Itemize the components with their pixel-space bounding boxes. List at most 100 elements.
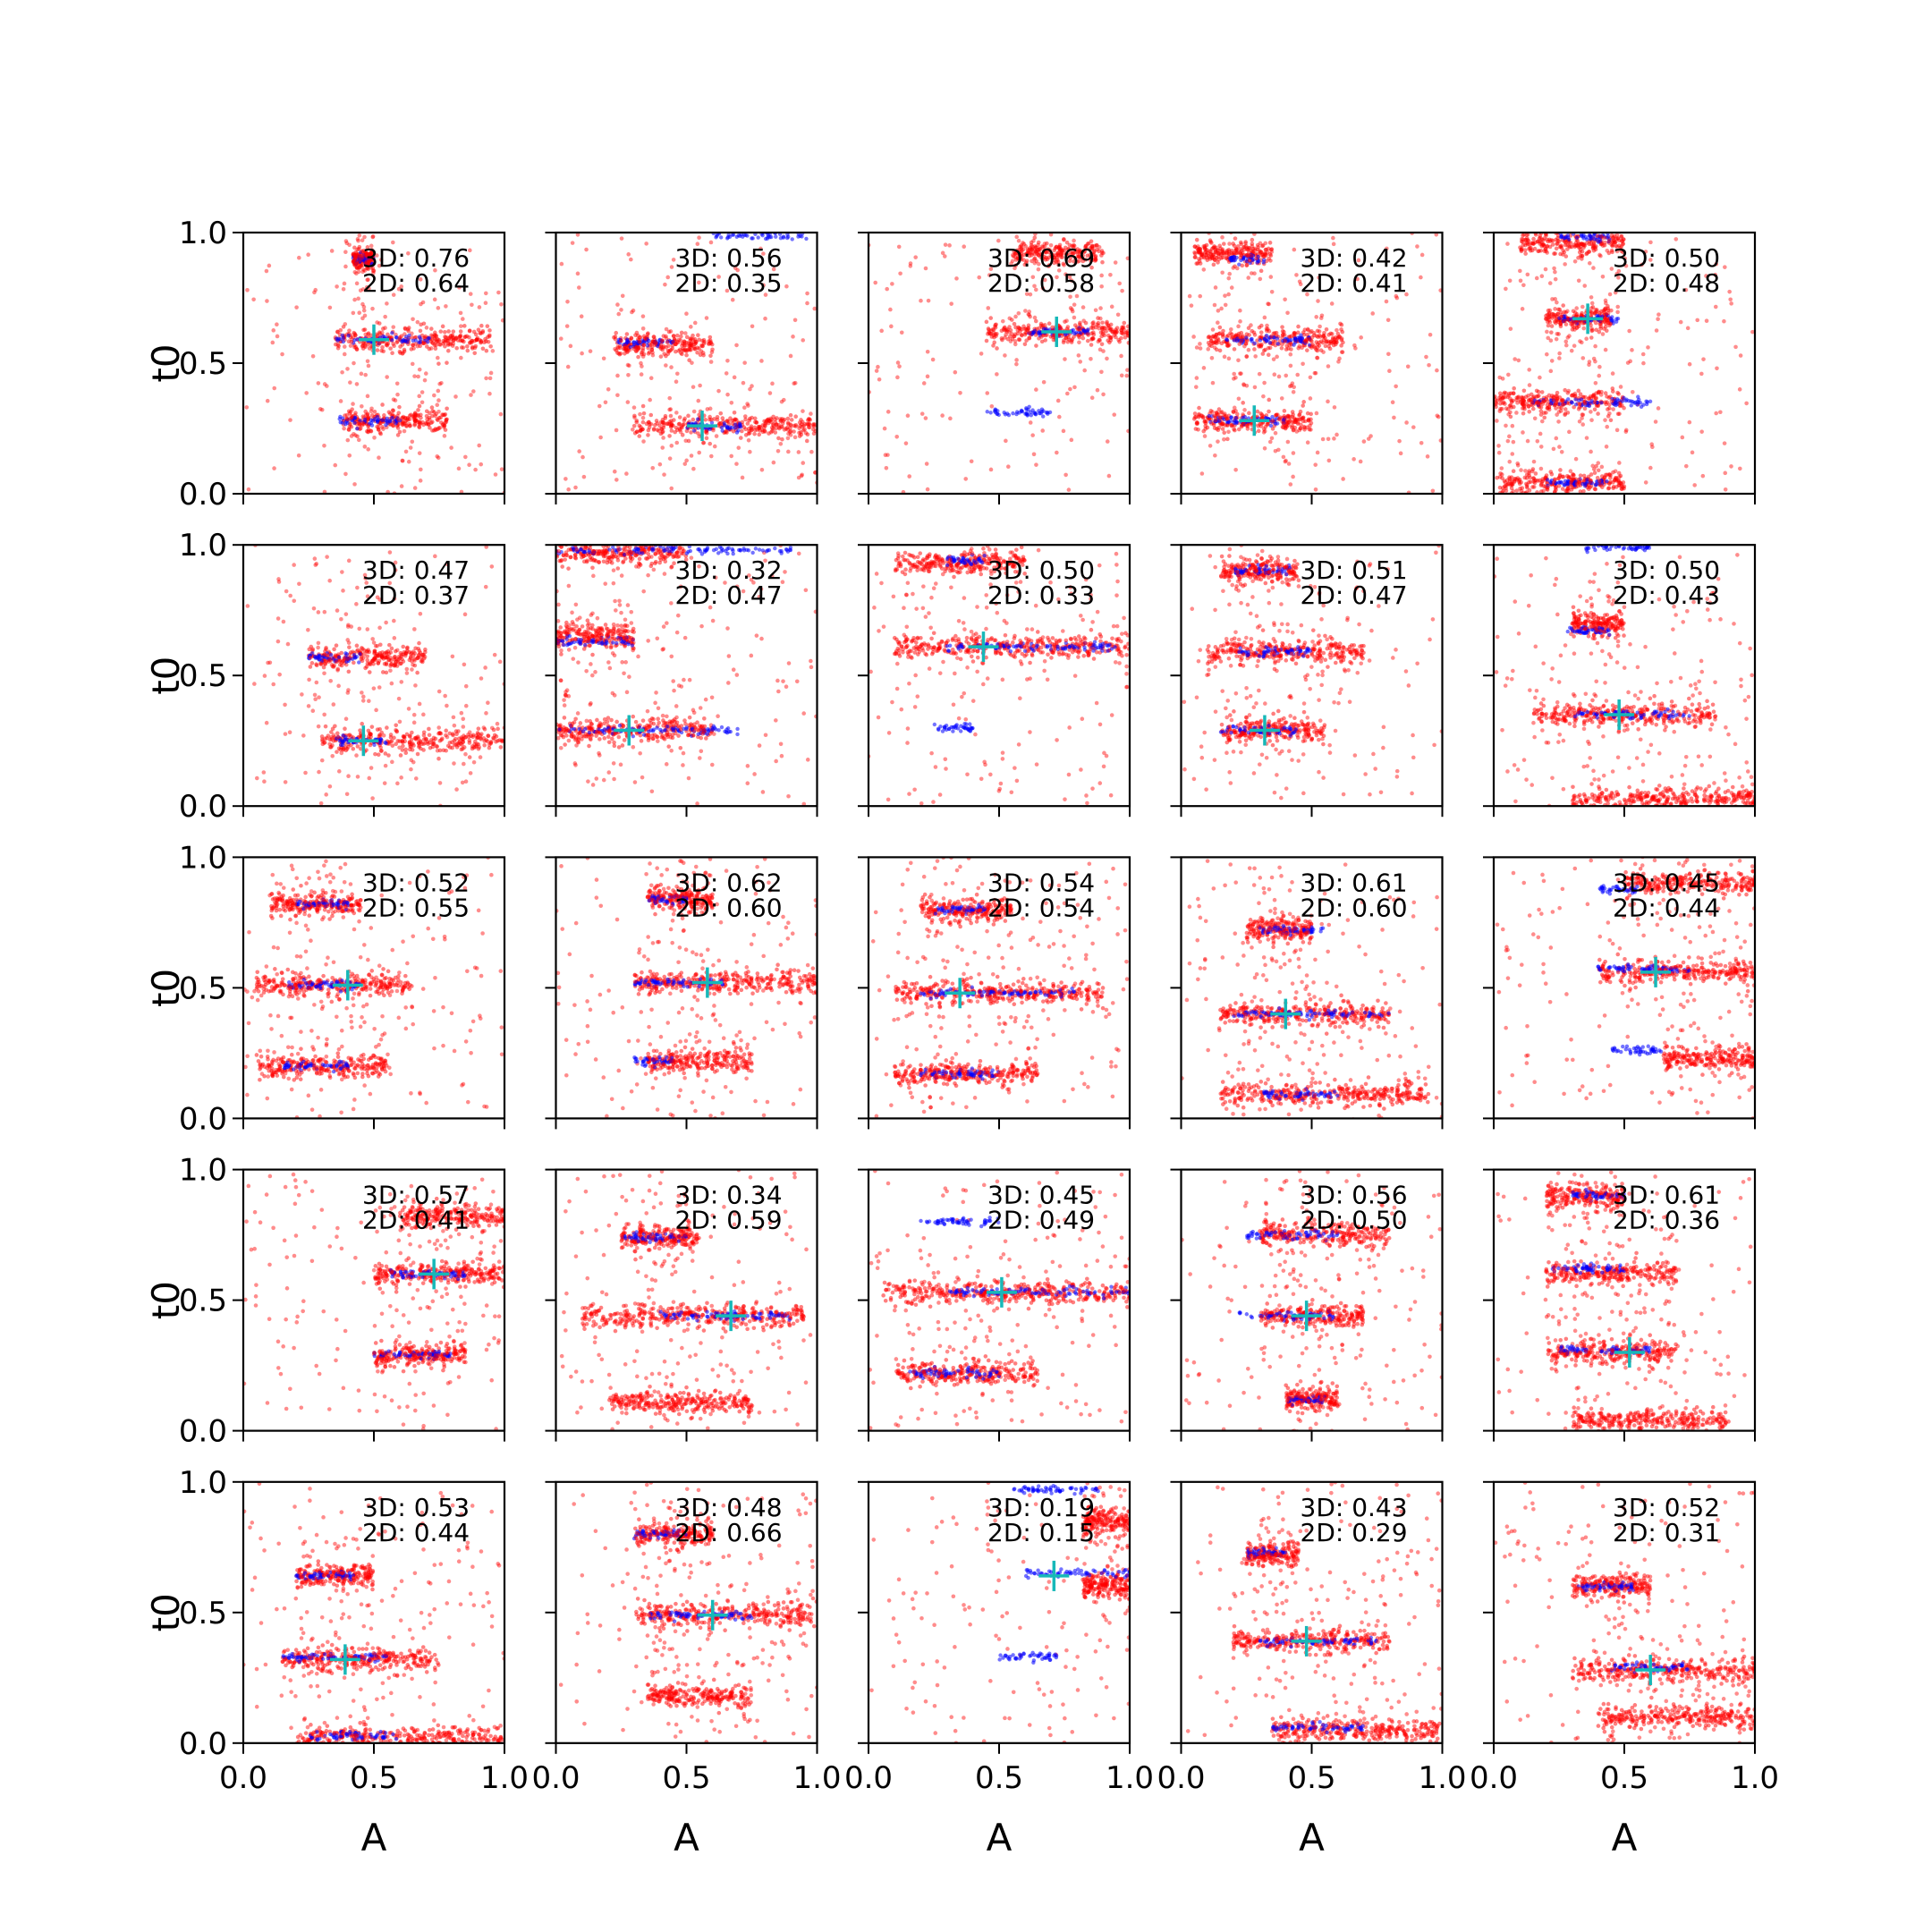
score-2d-label: 2D: 0.64 <box>362 268 470 298</box>
red-sample-point <box>1024 292 1030 296</box>
red-sample-point <box>343 250 348 255</box>
red-cluster-point <box>747 418 752 423</box>
red-cluster-point <box>637 339 642 344</box>
red-spread-point <box>640 314 646 318</box>
red-cluster-point <box>685 347 691 352</box>
red-cluster-point <box>1259 243 1265 249</box>
red-sample-point <box>690 360 694 365</box>
red-spread-point <box>1263 241 1268 246</box>
red-cluster-point <box>1556 484 1562 488</box>
red-cluster-point <box>1505 407 1511 411</box>
red-sample-point <box>493 472 498 477</box>
red-spread-point <box>1321 350 1326 354</box>
red-spread-point <box>358 288 363 293</box>
red-cluster-point <box>631 346 636 352</box>
red-sample-point <box>889 324 894 329</box>
blue-sample-point <box>993 410 998 414</box>
score-2d-label: 2D: 0.41 <box>1301 268 1408 298</box>
red-sample-point <box>391 325 396 329</box>
red-sample-point <box>436 306 441 310</box>
red-cluster-point <box>1578 392 1583 397</box>
red-spread-point <box>1046 264 1051 268</box>
red-sample-point <box>1340 350 1345 354</box>
red-cluster-point <box>1590 305 1596 309</box>
red-spread-point <box>1545 329 1549 335</box>
red-spread-point <box>1587 360 1592 364</box>
red-cluster-point <box>699 338 705 343</box>
red-sample-point <box>325 384 329 388</box>
blue-sample-point <box>385 416 389 421</box>
blue-sample-point <box>355 337 360 342</box>
red-spread-point <box>369 409 374 414</box>
red-cluster-point <box>1217 348 1223 353</box>
red-sample-point <box>1405 364 1411 369</box>
red-sample-point <box>347 242 352 248</box>
red-cluster-point <box>1214 332 1219 337</box>
red-cluster-point <box>1593 320 1598 326</box>
red-cluster-point <box>1284 347 1289 352</box>
red-cluster-point <box>1235 411 1240 417</box>
red-cluster-point <box>1262 254 1267 259</box>
red-cluster-point <box>1039 335 1044 339</box>
red-cluster-point <box>653 422 657 428</box>
red-cluster-point <box>1592 407 1597 412</box>
red-sample-point <box>885 286 889 292</box>
red-cluster-point <box>1040 323 1046 328</box>
red-sample-point <box>467 462 471 468</box>
red-spread-point <box>711 428 716 433</box>
red-sample-point <box>1722 441 1727 445</box>
red-cluster-point <box>750 415 754 420</box>
red-sample-point <box>598 435 603 440</box>
red-sample-point <box>487 391 492 396</box>
red-cluster-point <box>1024 258 1030 264</box>
red-cluster-point <box>396 411 402 416</box>
red-spread-point <box>669 265 674 269</box>
red-sample-point <box>327 305 333 310</box>
red-spread-point <box>1063 357 1067 361</box>
red-cluster-point <box>1089 265 1094 270</box>
blue-sample-point <box>335 338 340 343</box>
red-spread-point <box>1580 416 1584 420</box>
red-spread-point <box>1027 309 1032 314</box>
red-sample-point <box>297 255 301 260</box>
red-cluster-point <box>1045 241 1049 246</box>
red-cluster-point <box>1219 410 1224 414</box>
red-spread-point <box>362 343 368 348</box>
red-sample-point <box>1317 275 1321 280</box>
red-spread-point <box>411 317 415 322</box>
red-cluster-point <box>1052 248 1056 253</box>
red-sample-point <box>1654 328 1659 333</box>
red-spread-point <box>1496 450 1502 455</box>
red-sample-point <box>1643 480 1648 485</box>
red-sample-point <box>1733 344 1738 350</box>
red-cluster-point <box>458 329 463 334</box>
red-cluster-point <box>412 411 418 416</box>
red-spread-point <box>767 391 773 395</box>
red-sample-point <box>792 318 798 323</box>
red-spread-point <box>1233 375 1238 380</box>
red-spread-point <box>1279 396 1284 401</box>
blue-sample-point <box>341 335 345 341</box>
red-cluster-point <box>419 322 423 327</box>
red-sample-point <box>995 372 999 377</box>
red-cluster-point <box>1226 248 1232 252</box>
red-cluster-point <box>1063 319 1067 324</box>
red-sample-point <box>1074 293 1080 299</box>
red-cluster-point <box>1252 333 1258 337</box>
red-cluster-point <box>638 335 643 340</box>
red-cluster-point <box>422 341 427 345</box>
red-sample-point <box>270 340 275 345</box>
blue-sample-point <box>719 425 724 430</box>
red-cluster-point <box>991 343 996 348</box>
red-sample-point <box>559 261 564 267</box>
red-spread-point <box>648 376 654 381</box>
red-cluster-point <box>1503 402 1507 406</box>
red-sample-point <box>1615 304 1621 309</box>
red-cluster-point <box>1309 428 1313 432</box>
red-cluster-point <box>804 438 809 444</box>
red-cluster-point <box>1051 337 1056 343</box>
blue-sample-point <box>800 234 804 239</box>
red-spread-point <box>1587 396 1592 401</box>
red-cluster-point <box>429 333 434 338</box>
red-cluster-point <box>667 348 673 353</box>
